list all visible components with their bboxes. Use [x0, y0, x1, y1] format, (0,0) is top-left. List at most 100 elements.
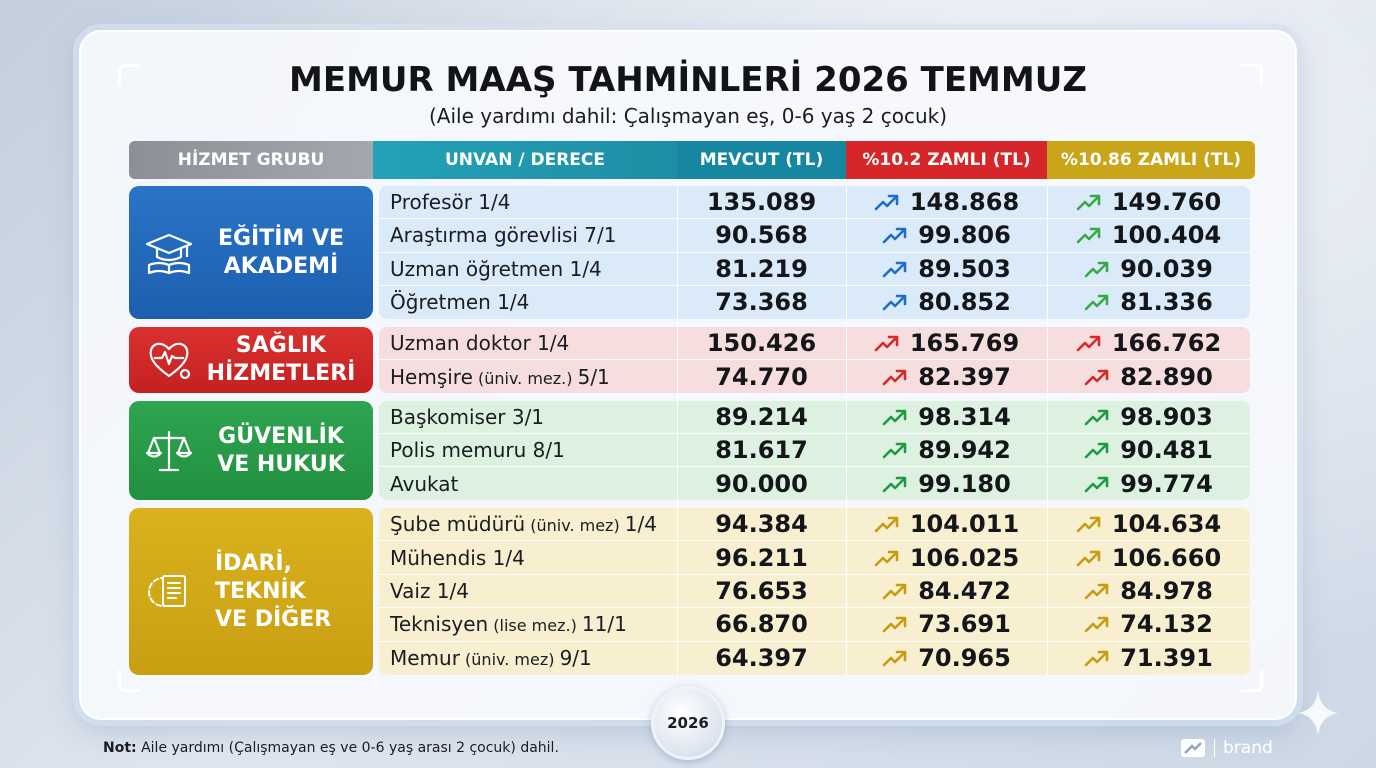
trend-up-icon — [1084, 442, 1109, 459]
raise-10-86-salary: 71.391 — [1047, 644, 1250, 672]
row-title-grade: 5/1 — [577, 364, 610, 389]
frame-corner — [1241, 670, 1263, 692]
brand-separator — [1214, 739, 1215, 757]
current-salary: 96.211 — [715, 543, 808, 572]
clock-year: 2026 — [667, 714, 709, 732]
current-salary: 94.384 — [715, 510, 808, 539]
table-row: Araştırma görevlisi 7/1 90.568 99.806 100.4… — [379, 219, 1250, 253]
trend-up-icon — [1084, 476, 1109, 492]
row-title-main: Hemşire — [390, 364, 473, 389]
row-title-note: (üniv. mez) — [459, 650, 560, 670]
trend-up-icon — [1084, 583, 1109, 600]
group-label: GÜVENLİK VE HUKUK — [217, 423, 345, 477]
raise-10-86-salary: 98.903 — [1047, 403, 1250, 431]
raise-10-86-value: 98.903 — [1120, 403, 1213, 431]
trend-up-icon — [882, 617, 907, 633]
trend-up-icon — [882, 261, 907, 277]
raise-10-86-value: 71.391 — [1120, 644, 1213, 673]
table-row: Polis memuru 8/1 81.617 89.942 90.481 — [379, 434, 1250, 467]
footnote-label: Not: — [103, 740, 137, 756]
clock-icon — [651, 686, 725, 760]
trend-up-icon — [1084, 369, 1109, 385]
raise-10-2-value: 84.472 — [918, 576, 1011, 605]
raise-10-2-value: 165.769 — [909, 329, 1020, 357]
raise-10-2-salary: 80.852 — [846, 288, 1047, 316]
table-row: Vaiz 1/4 76.653 84.472 84.978 — [379, 575, 1250, 609]
raise-10-2-salary: 104.011 — [846, 510, 1047, 538]
raise-10-86-value: 84.978 — [1120, 576, 1213, 605]
raise-10-86-salary: 90.039 — [1047, 255, 1250, 283]
raise-10-86-value: 104.634 — [1111, 510, 1222, 539]
page-title: MEMUR MAAŞ TAHMİNLERİ 2026 TEMMUZ — [289, 60, 1087, 100]
footnote: Not: Aile yardımı (Çalışmayan eş ve 0-6 … — [103, 740, 559, 756]
brand-logo: brand — [1180, 737, 1273, 759]
row-title: Başkomiser 3/1 — [379, 405, 677, 429]
row-title-main: Uzman öğretmen 1/4 — [390, 256, 602, 281]
row-title: Profesör 1/4 — [379, 190, 677, 214]
table-row: Profesör 1/4 135.089 148.868 149.760 — [379, 186, 1250, 220]
group-admin: İDARİ, TEKNİK VE DİĞER — [129, 508, 373, 675]
trend-up-icon — [1084, 295, 1109, 311]
sparkle-icon — [1298, 690, 1338, 736]
row-title: Avukat — [379, 472, 677, 496]
current-salary: 66.870 — [715, 610, 808, 639]
row-title: Uzman doktor 1/4 — [379, 331, 677, 355]
row-title-note: (üniv. mez) — [525, 516, 625, 536]
trend-up-icon — [1084, 650, 1109, 667]
trend-up-icon — [1084, 617, 1109, 633]
row-title: Mühendis 1/4 — [379, 546, 677, 570]
group-security: GÜVENLİK VE HUKUK — [129, 401, 373, 500]
current-salary: 90.568 — [715, 221, 808, 250]
row-title: Öğretmen 1/4 — [379, 290, 677, 314]
current-salary: 74.770 — [715, 362, 808, 391]
raise-10-2-value: 106.025 — [909, 543, 1020, 572]
raise-10-2-value: 104.011 — [909, 510, 1020, 539]
row-title: Uzman öğretmen 1/4 — [379, 257, 677, 281]
raise-10-86-value: 74.132 — [1120, 610, 1213, 639]
raise-10-86-value: 90.039 — [1120, 254, 1213, 283]
trend-up-icon — [882, 228, 907, 244]
row-title-main: Polis memuru 8/1 — [390, 438, 565, 462]
trend-up-icon — [882, 295, 907, 311]
trend-up-icon — [1084, 261, 1109, 277]
trend-up-icon — [1076, 335, 1101, 352]
row-title-main: Profesör 1/4 — [390, 190, 511, 215]
table-row: Şube müdürü (üniv. mez) 1/4 94.384 104.011… — [379, 508, 1250, 542]
table-row: Uzman doktor 1/4 150.426 165.769 166.762 — [379, 327, 1250, 360]
raise-10-2-value: 89.503 — [918, 254, 1011, 283]
row-title-grade: 1/4 — [624, 512, 657, 537]
row-title-main: Mühendis 1/4 — [390, 545, 525, 570]
header-title: UNVAN / DERECE — [373, 141, 677, 179]
row-title-main: Teknisyen — [390, 612, 489, 637]
table-row: Öğretmen 1/4 73.368 80.852 81.336 — [379, 286, 1250, 319]
trend-up-icon — [1076, 194, 1101, 211]
raise-10-2-value: 98.314 — [918, 403, 1011, 431]
row-title: Vaiz 1/4 — [379, 579, 677, 603]
trend-up-icon — [1084, 409, 1109, 426]
raise-10-2-value: 99.806 — [918, 221, 1011, 250]
column-divider — [1047, 186, 1048, 675]
raise-10-86-salary: 100.404 — [1047, 221, 1250, 249]
row-title-main: Öğretmen 1/4 — [390, 290, 530, 315]
trend-up-icon — [882, 650, 907, 667]
row-title-main: Araştırma görevlisi 7/1 — [390, 223, 617, 248]
row-title-main: Şube müdürü — [390, 512, 526, 537]
raise-10-2-value: 82.397 — [918, 362, 1011, 391]
group-label: İDARİ, TEKNİK VE DİĞER — [215, 550, 332, 632]
current-salary: 81.617 — [715, 436, 808, 464]
raise-10-2-salary: 99.180 — [846, 470, 1047, 498]
raise-10-2-salary: 82.397 — [846, 363, 1047, 391]
raise-10-86-salary: 104.634 — [1047, 510, 1250, 538]
raise-10-2-salary: 98.314 — [846, 403, 1047, 431]
current-salary: 135.089 — [706, 188, 817, 217]
header-raise-10-86: %10.86 ZAMLI (TL) — [1047, 141, 1255, 179]
column-divider — [846, 186, 847, 675]
raise-10-86-salary: 81.336 — [1047, 288, 1250, 316]
raise-10-2-value: 89.942 — [918, 436, 1011, 464]
frame-corner — [118, 670, 140, 692]
trend-up-icon — [874, 550, 899, 566]
header-group: HİZMET GRUBU — [129, 141, 373, 179]
raise-10-2-salary: 89.503 — [846, 255, 1047, 283]
heart-stethoscope-icon — [139, 330, 199, 390]
raise-10-2-salary: 165.769 — [846, 329, 1047, 357]
